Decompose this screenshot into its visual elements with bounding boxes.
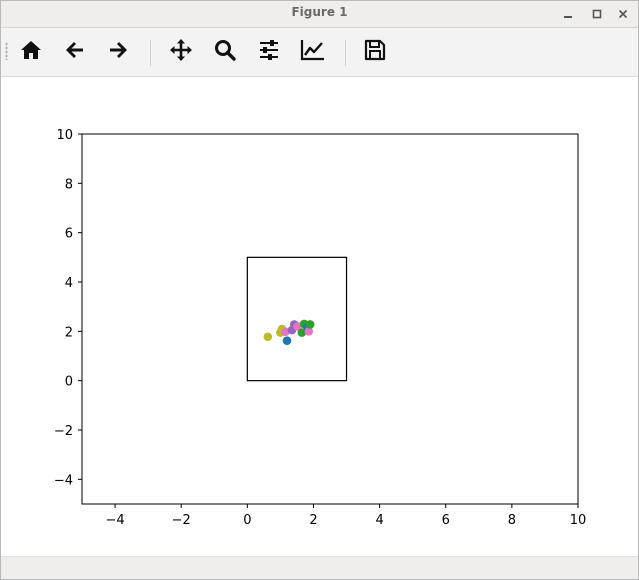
scatter-point	[297, 328, 307, 337]
y-tick-label: 10	[56, 128, 73, 143]
x-tick-label: −4	[105, 513, 124, 528]
minimize-icon	[562, 5, 574, 24]
rectangle-patch	[246, 256, 348, 382]
arrow-left-icon	[63, 38, 87, 66]
scatter-point	[282, 336, 292, 346]
scatter-point	[263, 332, 273, 342]
x-tick-label: 2	[309, 513, 317, 528]
toolbar-separator	[150, 40, 151, 66]
figure-canvas[interactable]: −4 −2 0 2 4 6 8 10 10 8 6 4 2 0 −2 −4	[1, 77, 638, 555]
move-icon	[169, 38, 193, 66]
y-tick-label: −4	[54, 473, 73, 488]
chart-line-icon	[300, 38, 326, 66]
y-tick-label: 8	[65, 177, 73, 192]
y-tick-label: 4	[65, 276, 73, 291]
x-tick-label: −2	[172, 513, 191, 528]
pan-button[interactable]	[167, 38, 195, 66]
scatter-point	[305, 320, 315, 329]
home-button[interactable]	[17, 38, 45, 66]
forward-button[interactable]	[104, 38, 132, 66]
x-tick-label: 4	[375, 513, 383, 528]
scatter-plot: −4 −2 0 2 4 6 8 10 10 8 6 4 2 0 −2 −4	[54, 128, 587, 528]
y-tick-label: 0	[65, 375, 73, 390]
back-button[interactable]	[61, 38, 89, 66]
maximize-button[interactable]	[587, 4, 607, 24]
save-icon	[363, 38, 387, 66]
y-tick-label: 6	[65, 227, 73, 242]
x-tick-label: 6	[442, 513, 450, 528]
x-tick-label: 0	[243, 513, 251, 528]
close-icon	[617, 5, 629, 24]
navigation-toolbar	[1, 28, 638, 77]
y-tick-label: −2	[54, 424, 73, 439]
home-icon	[19, 38, 43, 66]
maximize-icon	[591, 5, 603, 24]
window-title: Figure 1	[291, 5, 348, 19]
x-tick-label: 10	[570, 513, 587, 528]
sliders-icon	[257, 38, 281, 66]
scatter-point	[304, 327, 314, 336]
close-button[interactable]	[613, 4, 633, 24]
save-button[interactable]	[361, 38, 389, 66]
scatter-point	[293, 322, 302, 331]
x-tick-label: 8	[508, 513, 516, 528]
toolbar-grip[interactable]	[5, 42, 8, 60]
zoom-icon	[213, 38, 237, 66]
configure-subplots-button[interactable]	[255, 38, 283, 66]
status-bar	[1, 556, 638, 579]
arrow-right-icon	[106, 38, 130, 66]
axes-frame	[81, 133, 579, 505]
title-bar: Figure 1	[1, 1, 638, 28]
scatter-point	[281, 327, 290, 337]
y-tick-label: 2	[65, 325, 73, 340]
edit-axes-button[interactable]	[299, 38, 327, 66]
zoom-button[interactable]	[211, 38, 239, 66]
toolbar-separator	[345, 40, 346, 66]
minimize-button[interactable]	[558, 4, 578, 24]
